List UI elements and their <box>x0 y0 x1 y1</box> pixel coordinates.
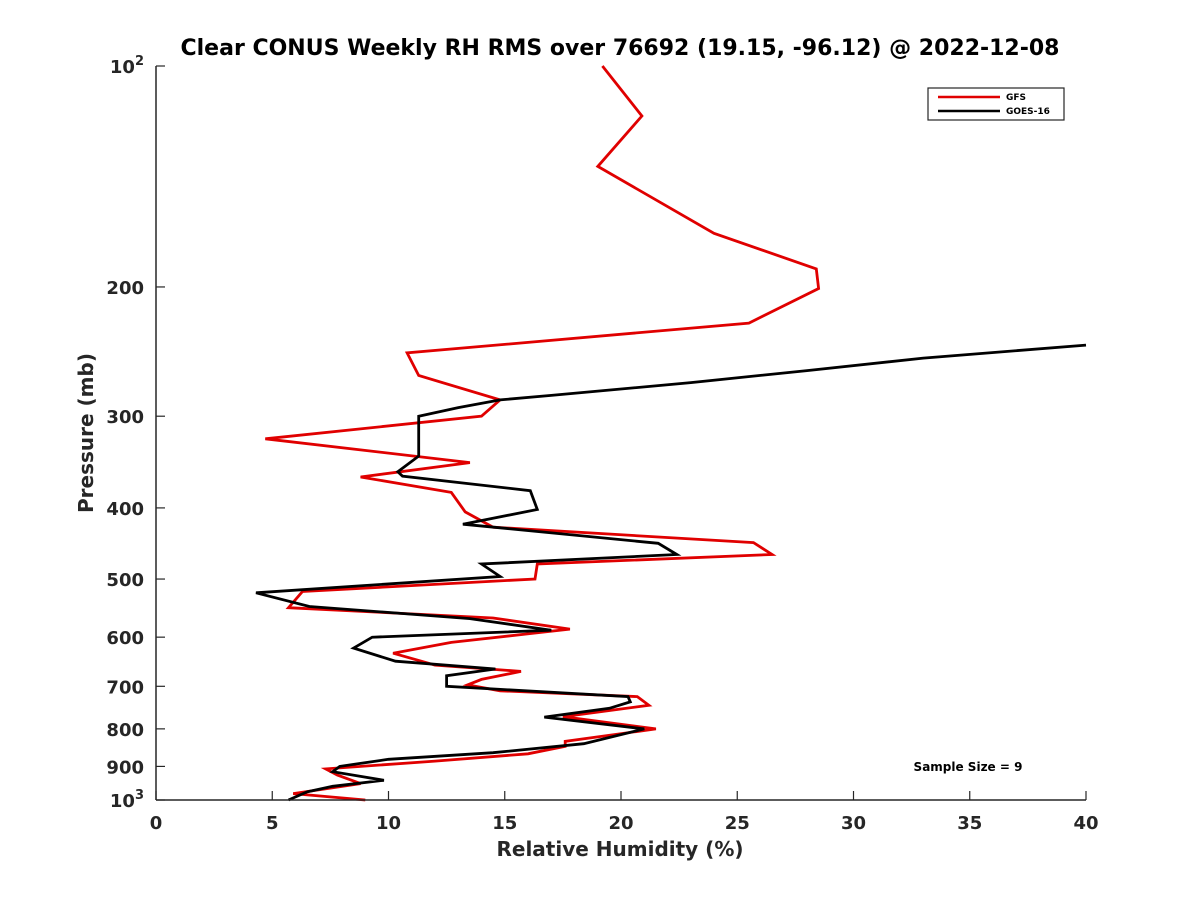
legend: GFS GOES-16 <box>927 87 1065 121</box>
plot-background <box>156 66 1086 800</box>
chart-title: Clear CONUS Weekly RH RMS over 76692 (19… <box>181 36 1060 61</box>
legend-box <box>927 87 1065 121</box>
x-tick-label: 0 <box>150 813 163 834</box>
y-tick-label: 500 <box>106 570 144 591</box>
x-axis-label: Relative Humidity (%) <box>496 837 743 861</box>
y-tick-label: 800 <box>106 720 144 741</box>
y-tick-label: 900 <box>106 757 144 778</box>
x-tick-label: 20 <box>608 813 633 834</box>
legend-label-goes-16: GOES-16 <box>1006 107 1050 117</box>
x-tick-label: 35 <box>957 813 982 834</box>
x-tick-label: 30 <box>841 813 866 834</box>
y-axis-ticks: 102 200 300 400 500 600 700 800 900 103 <box>106 54 165 812</box>
y-tick-label: 200 <box>106 278 144 299</box>
y-axis-label: Pressure (mb) <box>74 353 98 513</box>
y-tick-label: 700 <box>106 677 144 698</box>
legend-label-gfs: GFS <box>1006 93 1026 103</box>
y-tick-label: 600 <box>106 628 144 649</box>
x-tick-label: 25 <box>725 813 750 834</box>
plot-area: 0 5 10 15 20 25 30 35 40 102 200 300 400 500 600 700 80… <box>106 54 1098 834</box>
x-axis-ticks: 0 5 10 15 20 25 30 35 40 <box>150 791 1099 834</box>
x-tick-label: 40 <box>1073 813 1098 834</box>
x-tick-label: 5 <box>266 813 279 834</box>
x-tick-label: 10 <box>376 813 401 834</box>
x-tick-label: 15 <box>492 813 517 834</box>
y-tick-label: 300 <box>106 407 144 428</box>
sample-size-annotation: Sample Size = 9 <box>914 760 1023 774</box>
y-tick-label: 103 <box>110 788 144 812</box>
series-line-goes-16 <box>255 343 1087 802</box>
y-tick-label: 400 <box>106 499 144 520</box>
series-layer <box>255 65 1087 802</box>
y-tick-label: 102 <box>110 54 144 78</box>
